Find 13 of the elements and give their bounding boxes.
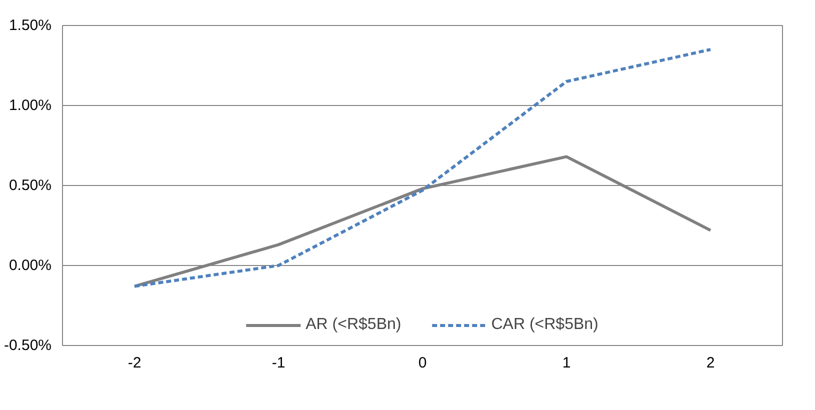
line-series [133,48,712,288]
y-tick-label: -0.50% [4,337,52,354]
y-tick-label: 0.00% [8,257,52,274]
x-tick-label: 0 [418,354,427,372]
legend-label: AR (<R$5Bn) [306,316,402,334]
y-tick-label: 1.00% [8,97,52,114]
x-tick-label: 1 [562,354,571,372]
y-tick-label: 0.50% [8,177,52,194]
x-tick-label: 2 [706,354,715,372]
x-tick-label: -1 [272,354,286,372]
y-tick-label: 1.50% [8,17,52,34]
legend-label: CAR (<R$5Bn) [491,316,598,334]
x-tick-label: -2 [128,354,142,372]
